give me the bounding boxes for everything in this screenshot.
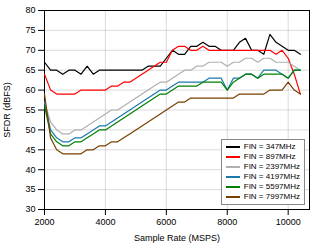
svg-text:50: 50 [25, 125, 35, 135]
svg-text:SFDR (dBFS): SFDR (dBFS) [2, 82, 12, 138]
svg-text:35: 35 [25, 184, 35, 194]
html-text:FIN = 2397MHz: FIN = 2397MHz [243, 162, 300, 171]
svg-text:80: 80 [25, 5, 35, 15]
html-text:FIN = 347MHz: FIN = 347MHz [243, 142, 296, 151]
html-text:FIN = 7997MHz: FIN = 7997MHz [243, 192, 300, 201]
html-text:FIN = 4197MHz: FIN = 4197MHz [243, 172, 300, 181]
html-text:FIN = 5597MHz: FIN = 5597MHz [243, 182, 300, 191]
svg-text:55: 55 [25, 105, 35, 115]
svg-text:40: 40 [25, 165, 35, 175]
svg-text:10000: 10000 [276, 217, 301, 227]
svg-text:45: 45 [25, 145, 35, 155]
svg-text:Sample Rate (MSPS): Sample Rate (MSPS) [134, 233, 220, 243]
svg-text:65: 65 [25, 65, 35, 75]
html-text:FIN = 897MHz: FIN = 897MHz [243, 152, 296, 161]
svg-text:8000: 8000 [217, 217, 237, 227]
svg-text:4000: 4000 [95, 217, 115, 227]
svg-text:60: 60 [25, 85, 35, 95]
svg-text:70: 70 [25, 45, 35, 55]
svg-text:2000: 2000 [34, 217, 54, 227]
svg-text:6000: 6000 [156, 217, 176, 227]
svg-text:30: 30 [25, 204, 35, 214]
svg-text:75: 75 [25, 25, 35, 35]
